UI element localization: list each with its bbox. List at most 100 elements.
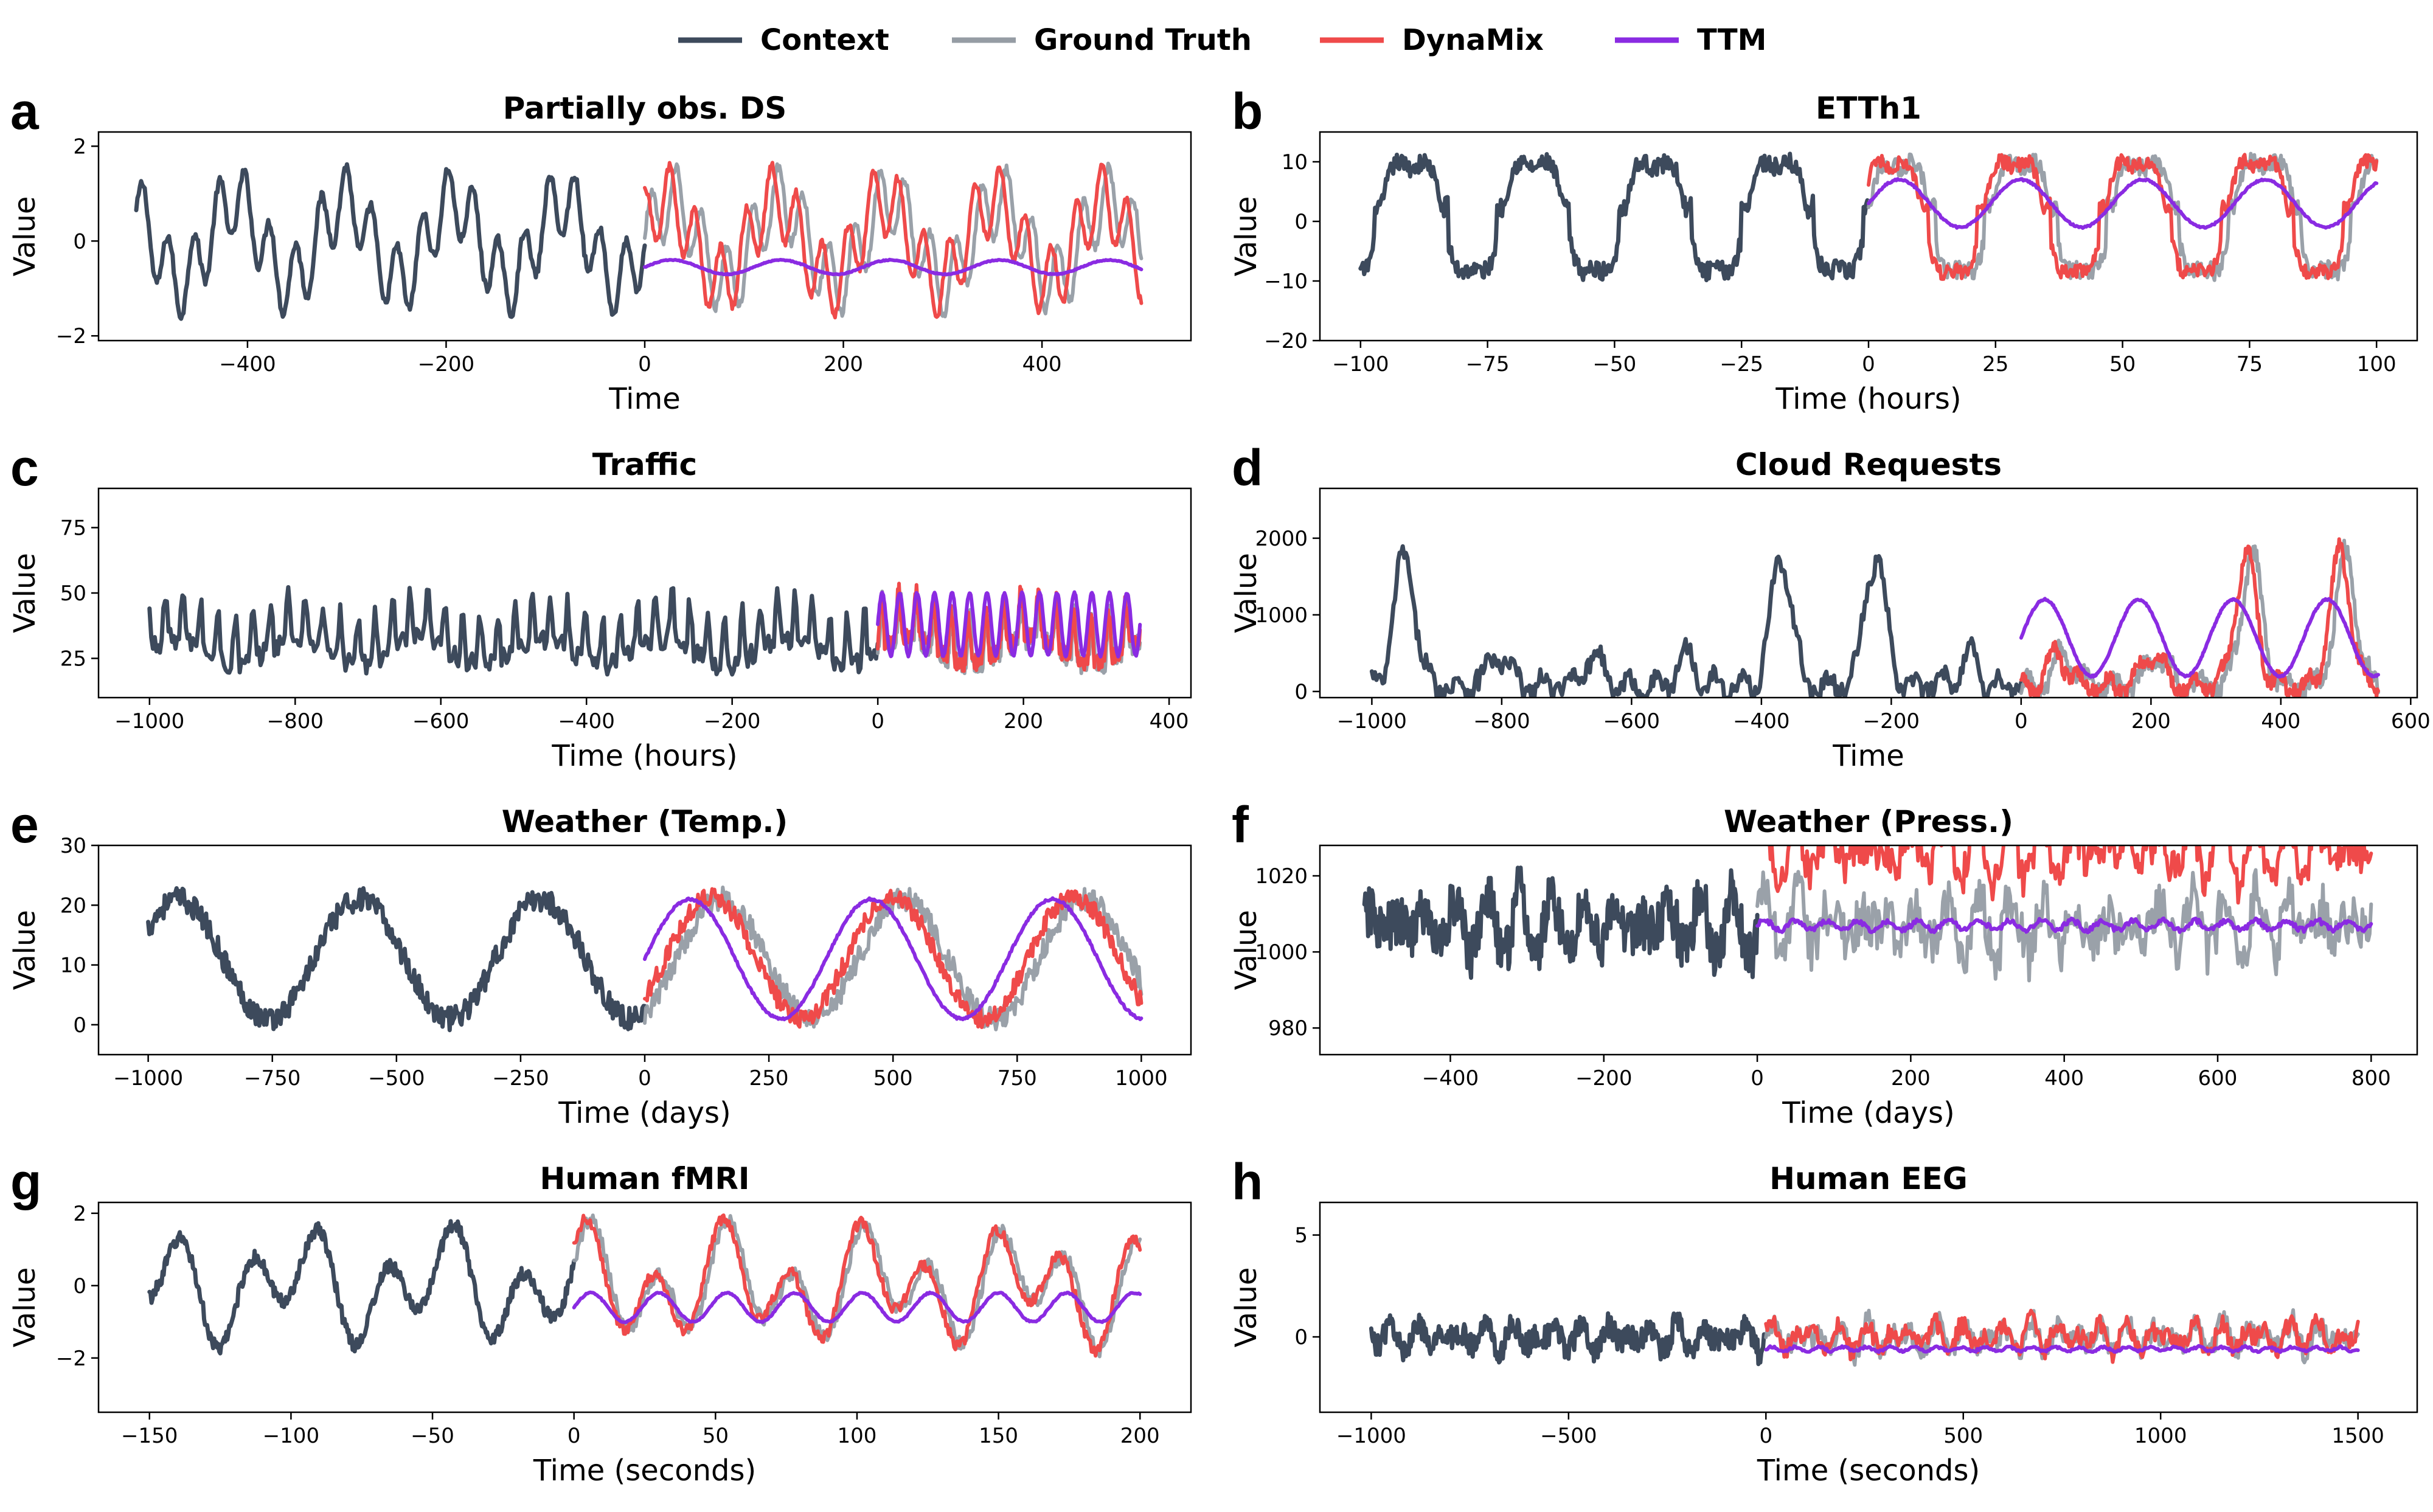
panel-title: Weather (Temp.) <box>502 804 788 839</box>
series-line-ttm <box>1764 1344 2360 1354</box>
x-tick-label: 0 <box>567 1424 581 1448</box>
series-line-ground-truth <box>643 161 1144 319</box>
x-tick-label: 250 <box>749 1066 789 1091</box>
y-tick-label: 10 <box>60 954 86 978</box>
x-tick-label: −1000 <box>1337 709 1407 733</box>
series-line-ttm <box>1867 177 2379 230</box>
legend-label: Context <box>760 23 889 57</box>
legend-label: Ground Truth <box>1034 23 1252 57</box>
y-tick-label: 2 <box>73 1202 86 1226</box>
panel-letter: e <box>10 796 39 853</box>
series-line-ttm <box>643 896 1144 1022</box>
y-axis-label: Value <box>1229 1268 1263 1348</box>
panel-title: Cloud Requests <box>1735 447 2002 482</box>
y-tick-label: 50 <box>60 581 86 606</box>
x-tick-label: −800 <box>1473 709 1530 733</box>
panel-b: b ETTh1−100 −75 −50 −25 0 25 50 75 100−20−10010Ti… <box>1229 83 2418 416</box>
series-group <box>1369 1308 2360 1367</box>
series-line-context <box>1362 865 1760 980</box>
panel-letter: g <box>10 1153 41 1210</box>
y-axis-label: Value <box>8 910 42 990</box>
x-tick-label: 800 <box>2351 1066 2391 1091</box>
series-line-context <box>1369 1311 1768 1367</box>
x-tick-label: 400 <box>2261 709 2300 733</box>
y-tick-label: 1000 <box>1255 940 1308 965</box>
x-tick-label: −400 <box>219 352 276 376</box>
x-tick-label: 50 <box>2109 352 2136 376</box>
series-line-context <box>146 886 647 1033</box>
series-line-ttm <box>876 590 1142 659</box>
series-line-ttm <box>1755 916 2373 934</box>
x-tick-label: −50 <box>411 1424 454 1448</box>
y-axis-label: Value <box>1229 910 1263 990</box>
y-tick-label: 0 <box>1294 1325 1308 1350</box>
legend-label: DynaMix <box>1402 23 1544 57</box>
legend: Context Ground Truth DynaMix TTM <box>678 23 1766 57</box>
y-axis-label: Value <box>1229 553 1263 633</box>
plot-frame <box>1319 487 2418 699</box>
series-line-context <box>1358 151 1871 283</box>
panel-g: g Human fMRI −150 −100 −50 0 50 100 150 200 −2 0 2 Ti… <box>8 1153 1192 1488</box>
panel-letter: c <box>10 439 39 496</box>
x-axis-label: Time (days) <box>1782 1096 1954 1130</box>
x-tick-label: −200 <box>704 709 760 733</box>
y-tick-label: −2 <box>56 1347 86 1371</box>
series-line-ttm <box>2019 597 2380 679</box>
series-line-context <box>1369 544 2024 698</box>
x-tick-label: 200 <box>1120 1424 1160 1448</box>
x-tick-label: 100 <box>838 1424 877 1448</box>
series-group <box>1369 537 2380 698</box>
x-tick-label: 200 <box>1891 1066 1931 1091</box>
y-tick-label: 75 <box>60 516 86 541</box>
y-tick-label: 1020 <box>1255 864 1308 889</box>
series-group <box>147 581 1142 677</box>
x-tick-label: −600 <box>1603 709 1660 733</box>
x-axis-label: Time <box>1832 739 1904 773</box>
x-tick-label: −750 <box>244 1066 300 1091</box>
x-tick-label: 75 <box>2237 352 2263 376</box>
series-group <box>1362 845 2373 983</box>
x-tick-label: −25 <box>1720 352 1763 376</box>
x-tick-label: 0 <box>638 1066 651 1091</box>
y-tick-label: 0 <box>73 1013 86 1038</box>
x-tick-label: −600 <box>412 709 469 733</box>
panel-letter: a <box>10 83 40 140</box>
series-line-dynamix <box>1764 1308 2360 1364</box>
series-line-dynamix <box>1768 845 2373 905</box>
plot-frame <box>1319 844 2418 1056</box>
x-tick-label: 200 <box>1004 709 1043 733</box>
plot-frame <box>1319 1201 2418 1413</box>
x-tick-label: −50 <box>1593 352 1637 376</box>
x-tick-label: −1000 <box>1336 1424 1406 1448</box>
series-line-context <box>134 162 647 321</box>
y-axis-label: Value <box>8 1268 42 1348</box>
series-group <box>146 886 1144 1033</box>
x-tick-label: −1000 <box>114 709 184 733</box>
x-axis-label: Time (seconds) <box>533 1454 756 1488</box>
plot-frame <box>97 487 1192 699</box>
x-tick-label: −150 <box>121 1424 178 1448</box>
x-tick-label: 1000 <box>2134 1424 2187 1448</box>
x-tick-label: 25 <box>1982 352 2008 376</box>
x-tick-label: 400 <box>1150 709 1189 733</box>
y-tick-label: −10 <box>1264 269 1308 294</box>
x-tick-label: 0 <box>1751 1066 1764 1091</box>
panel-e: e Weather (Temp.) −1000 −750 −500 −250 0 250 500… <box>8 796 1192 1130</box>
x-tick-label: 150 <box>979 1424 1018 1448</box>
y-axis-label: Value <box>1229 196 1263 277</box>
x-tick-label: 750 <box>998 1066 1037 1091</box>
x-tick-label: 200 <box>2131 709 2171 733</box>
x-tick-label: 600 <box>2391 709 2431 733</box>
x-tick-label: 1500 <box>2331 1424 2384 1448</box>
x-tick-label: 0 <box>2015 709 2028 733</box>
x-tick-label: 0 <box>871 709 884 733</box>
x-tick-label: 100 <box>2357 352 2397 376</box>
y-tick-label: 0 <box>1294 210 1308 234</box>
x-tick-label: −1000 <box>113 1066 183 1091</box>
series-group <box>147 1213 1142 1359</box>
plot-frame <box>97 1201 1192 1413</box>
panel-a: a Partially obs. DS −400 −200 0 200 400 −2 0 2 Tim… <box>8 83 1192 416</box>
y-axis-label: Value <box>8 196 42 277</box>
y-axis-label: Value <box>8 553 42 633</box>
